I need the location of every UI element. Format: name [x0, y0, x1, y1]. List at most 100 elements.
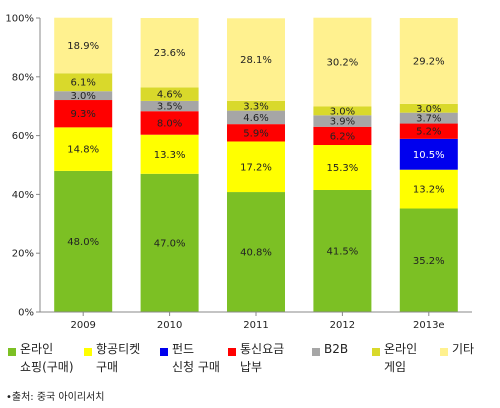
data-label: 3.0% [416, 104, 441, 115]
y-tick-label: 20% [12, 249, 34, 260]
data-label: 40.8% [240, 248, 272, 259]
bar-segment [313, 126, 372, 146]
bar-segment [313, 17, 372, 107]
data-label: 41.5% [327, 246, 359, 257]
bar-segment [399, 169, 458, 209]
data-label: 15.3% [327, 163, 359, 174]
y-tick-label: 0% [18, 308, 34, 319]
data-label: 29.2% [413, 56, 445, 67]
bar-segment [227, 110, 285, 125]
bar-segment [140, 111, 199, 135]
legend-label: 기타 [452, 342, 475, 356]
legend-swatch [8, 348, 16, 356]
data-label: 13.3% [154, 150, 186, 161]
bar-segment [54, 91, 113, 101]
legend-label: 온라인 쇼핑(구매) [20, 342, 74, 374]
data-label: 4.6% [243, 113, 268, 124]
legend-swatch [372, 348, 380, 356]
data-label: 48.0% [67, 237, 99, 248]
legend-item: 온라인 게임 [372, 340, 417, 376]
bar-segment [313, 189, 372, 312]
source-note: •출처: 중국 아이리서치 [6, 392, 105, 403]
data-label: 6.1% [70, 78, 95, 89]
data-label: 5.9% [243, 128, 268, 139]
bar-segment [54, 73, 113, 92]
data-label: 47.0% [154, 238, 186, 249]
data-label: 13.2% [413, 185, 445, 196]
y-axis: 0% 20% 40% 60% 80% 100% [5, 14, 41, 319]
legend-label: 항공티켓 구매 [96, 342, 141, 374]
legend-swatch [84, 348, 92, 356]
legend-item: 펀드 신청 구매 [160, 340, 220, 376]
bar-segment [54, 100, 113, 128]
x-tick-label: 2009 [70, 320, 95, 331]
data-label: 3.9% [330, 117, 355, 128]
legend-label: 통신요금 납부 [240, 342, 285, 374]
bar-segment [54, 127, 113, 171]
legend-item: 온라인 쇼핑(구매) [8, 340, 74, 376]
bar-segment [140, 100, 199, 112]
x-tick-label: 2010 [157, 320, 182, 331]
data-label: 17.2% [240, 162, 272, 173]
data-label: 3.3% [243, 101, 268, 112]
legend-swatch [312, 348, 320, 356]
legend: 온라인 쇼핑(구매) 항공티켓 구매 펀드 신청 구매 통신요금 납부 B2B 온라인 게… [0, 340, 500, 390]
data-label: 5.2% [416, 127, 441, 138]
y-tick-label: 100% [5, 14, 34, 25]
bar-segment [227, 100, 285, 111]
legend-item: 기타 [440, 340, 474, 358]
data-label: 28.1% [240, 55, 272, 66]
legend-item: 통신요금 납부 [228, 340, 284, 376]
x-axis: 2009 2010 2011 2012 2013e [40, 311, 472, 331]
data-label: 3.5% [157, 102, 182, 113]
legend-swatch [440, 348, 448, 356]
x-tick-label: 2011 [243, 320, 268, 331]
bar-segment [313, 106, 372, 116]
legend-label: 온라인 게임 [384, 342, 418, 374]
legend-label: 펀드 신청 구매 [172, 342, 220, 374]
bar-segment [399, 208, 458, 312]
bars: 48.0% 14.8% 9.3% 3.0% 6.1% 18.9% 47.0% 13.3% 8.0… [54, 17, 458, 312]
bar-segment [140, 134, 199, 174]
bar-segment [140, 87, 199, 101]
data-label: 3.0% [70, 91, 95, 102]
bar-segment [399, 103, 458, 113]
bar-segment [54, 17, 113, 74]
bar-segment [399, 18, 458, 104]
data-label: 9.3% [70, 109, 95, 120]
bar-segment [227, 192, 285, 312]
bar-segment [227, 18, 285, 101]
bar-segment [227, 141, 285, 193]
data-label: 3.7% [416, 114, 441, 125]
y-tick-label: 80% [12, 72, 34, 83]
bar-segment [399, 138, 458, 170]
bar-segment [313, 115, 372, 127]
bar-segment [313, 145, 372, 190]
data-label: 18.9% [67, 41, 99, 52]
data-label: 10.5% [413, 150, 445, 161]
data-label: 14.8% [67, 145, 99, 156]
bar-segment [140, 18, 199, 88]
legend-item: B2B [312, 340, 348, 358]
data-label: 23.6% [154, 48, 186, 59]
legend-label: B2B [324, 342, 349, 356]
bar-segment [140, 173, 199, 312]
data-label: 6.2% [330, 131, 355, 142]
bar-segment [399, 123, 458, 139]
data-label: 8.0% [157, 118, 182, 129]
bar-segment [227, 124, 285, 142]
bar-segment [399, 112, 458, 124]
y-tick-label: 40% [12, 190, 34, 201]
stacked-bar-chart: 0% 20% 40% 60% 80% 100% 48.0% 14.8% 9.3% 3.0% 6.1… [5, 14, 472, 331]
x-tick-label: 2013e [413, 320, 445, 331]
legend-swatch [228, 348, 236, 356]
data-label: 4.6% [157, 90, 182, 101]
y-tick-label: 60% [12, 131, 34, 142]
data-label: 30.2% [327, 58, 359, 69]
x-tick-label: 2012 [330, 320, 355, 331]
data-label: 3.0% [330, 106, 355, 117]
legend-swatch [160, 348, 168, 356]
data-label: 35.2% [413, 256, 445, 267]
legend-item: 항공티켓 구매 [84, 340, 140, 376]
bar-segment [54, 170, 113, 312]
